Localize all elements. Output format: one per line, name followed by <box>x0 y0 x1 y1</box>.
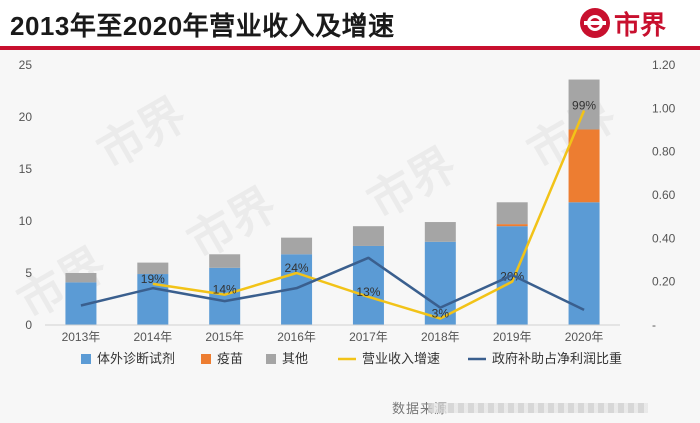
bar-segment <box>137 262 169 275</box>
legend-swatch <box>201 354 211 364</box>
legend-label: 政府补助占净利润比重 <box>492 351 622 366</box>
y-right-tick-label: - <box>652 318 656 332</box>
legend-swatch <box>81 354 91 364</box>
data-label: 13% <box>356 285 380 299</box>
bar-segment <box>209 254 241 268</box>
x-tick-label: 2013年 <box>62 330 101 344</box>
legend-label: 其他 <box>282 351 308 366</box>
data-label: 24% <box>285 261 309 275</box>
source-blurred-text <box>428 403 648 413</box>
y-left-tick-label: 5 <box>25 266 32 280</box>
bar-segment <box>424 241 456 325</box>
legend-label: 体外诊断试剂 <box>97 351 175 366</box>
y-right-tick-label: 1.20 <box>652 58 676 72</box>
y-left-tick-label: 0 <box>25 318 32 332</box>
bar-segment <box>496 224 528 227</box>
data-label: 20% <box>500 270 524 284</box>
bar-segment <box>281 237 313 255</box>
x-tick-label: 2019年 <box>493 330 532 344</box>
revenue-chart: 市界市界市界市界市界0510152025-0.200.400.600.801.0… <box>9 58 676 366</box>
bar-segment <box>496 202 528 225</box>
data-label: 19% <box>141 272 165 286</box>
data-label: 3% <box>432 307 450 321</box>
x-tick-label: 2015年 <box>205 330 244 344</box>
logo-text: 市界 <box>614 9 667 40</box>
x-tick-label: 2016年 <box>277 330 316 344</box>
watermark-text: 市界 <box>9 237 116 330</box>
x-tick-label: 2017年 <box>349 330 388 344</box>
bar-segment <box>352 226 384 246</box>
bar-segment <box>65 273 97 283</box>
y-left-tick-label: 15 <box>19 162 33 176</box>
title-divider <box>0 46 700 50</box>
logo-icon <box>580 8 610 38</box>
x-tick-label: 2018年 <box>421 330 460 344</box>
title-bar: 2013年至2020年营业收入及增速 市界 <box>0 0 700 46</box>
line-series <box>80 256 585 311</box>
legend-label: 疫苗 <box>217 351 243 366</box>
y-left-tick-label: 10 <box>19 214 33 228</box>
bar-segment <box>568 202 600 325</box>
bar-segment <box>568 129 600 203</box>
y-right-tick-label: 0.40 <box>652 231 676 245</box>
x-tick-label: 2014年 <box>133 330 172 344</box>
bar-segment <box>424 222 456 242</box>
legend-swatch <box>266 354 276 364</box>
x-tick-label: 2020年 <box>565 330 604 344</box>
bar-segment <box>209 267 241 325</box>
y-right-tick-label: 0.60 <box>652 188 676 202</box>
bar-segment <box>137 274 169 325</box>
y-left-tick-label: 20 <box>19 110 33 124</box>
legend-label: 营业收入增速 <box>362 351 440 366</box>
chart-area: 市界市界市界市界市界0510152025-0.200.400.600.801.0… <box>0 50 700 423</box>
y-right-tick-label: 0.80 <box>652 145 676 159</box>
data-label: 99% <box>572 99 596 113</box>
page-title: 2013年至2020年营业收入及增速 <box>10 11 395 41</box>
watermark-text: 市界 <box>89 87 196 180</box>
data-label: 14% <box>213 283 237 297</box>
brand-logo: 市界 <box>580 6 666 40</box>
watermark-text: 市界 <box>359 137 466 230</box>
y-right-tick-label: 0.20 <box>652 275 676 289</box>
bar-segment <box>568 79 600 130</box>
y-right-tick-label: 1.00 <box>652 101 676 115</box>
y-left-tick-label: 25 <box>19 58 33 72</box>
